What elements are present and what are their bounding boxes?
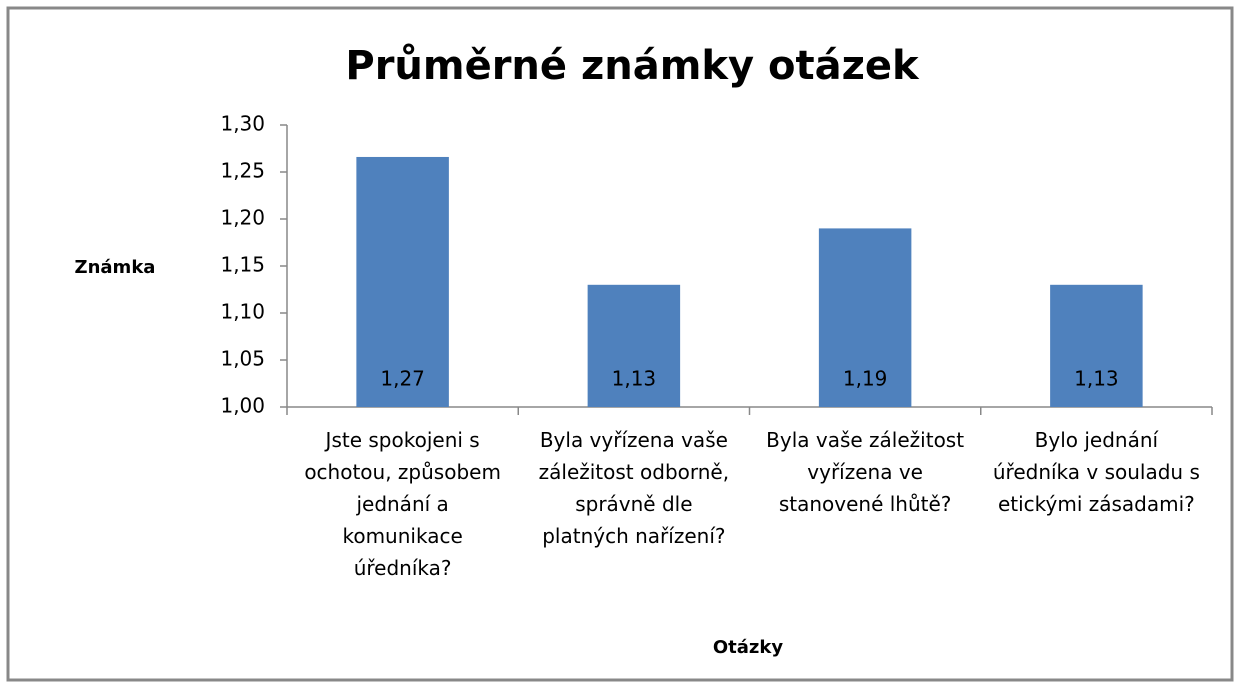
y-tick-label: 1,30 [220, 112, 265, 136]
data-label: 1,13 [1074, 367, 1119, 391]
x-tick-label: Byla vyřízena vaše záležitost odborně, s… [538, 428, 730, 548]
y-tick-label: 1,25 [220, 159, 265, 183]
y-tick-label: 1,10 [220, 300, 265, 324]
y-axis-title: Známka [75, 257, 156, 278]
bar [1050, 284, 1143, 407]
x-tick-label: Byla vaše záležitost vyřízena ve stanove… [766, 428, 965, 516]
data-label: 1,13 [612, 367, 657, 391]
y-tick-label: 1,00 [220, 394, 265, 418]
data-label: 1,27 [380, 367, 425, 391]
bar [818, 228, 912, 407]
bar [356, 156, 449, 407]
chart-title: Průměrné známky otázek [345, 42, 920, 89]
data-label: 1,19 [843, 367, 888, 391]
y-tick-label: 1,15 [220, 253, 265, 277]
x-axis-title: Otázky [713, 637, 784, 658]
y-tick-label: 1,20 [220, 206, 265, 230]
bar [587, 284, 681, 407]
x-tick-label: Jste spokojeni s ochotou, způsobem jedná… [304, 428, 501, 580]
y-tick-label: 1,05 [220, 347, 265, 371]
x-tick-label: Bylo jednání úředníka v souladu s etický… [992, 428, 1200, 516]
